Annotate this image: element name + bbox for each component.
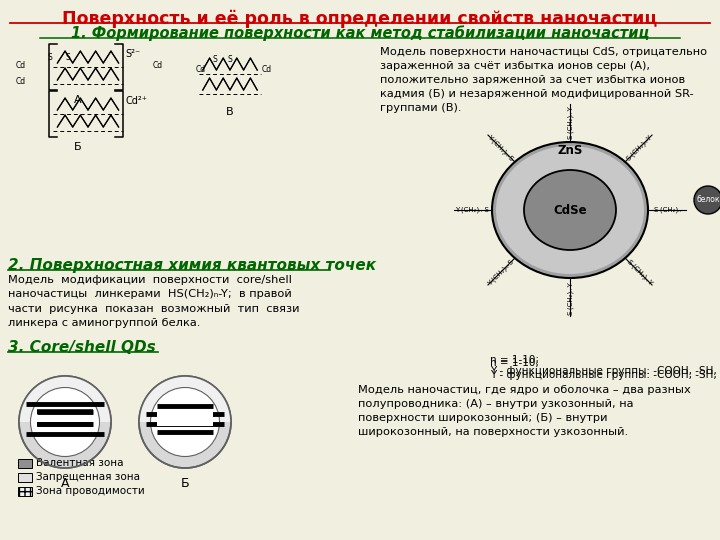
Text: S-(CH₂)ₙ-Y: S-(CH₂)ₙ-Y xyxy=(625,258,654,287)
Text: положительно заряженной за счет избытка ионов: положительно заряженной за счет избытка … xyxy=(380,75,685,85)
Text: Y - функциональные группы: -COOH, -SH, NH₂: Y - функциональные группы: -COOH, -SH, N… xyxy=(490,366,720,376)
Text: Валентная зона: Валентная зона xyxy=(36,458,124,469)
Text: кадмия (Б) и незаряженной модифицированной SR-: кадмия (Б) и незаряженной модифицированн… xyxy=(380,89,693,99)
Text: 1. Формирование поверхности как метод стабилизации наночастиц: 1. Формирование поверхности как метод ст… xyxy=(71,25,649,40)
Text: широкозонный, на поверхности узкозонный.: широкозонный, на поверхности узкозонный. xyxy=(358,427,628,437)
Text: Б: Б xyxy=(181,477,189,490)
Text: группами (В).: группами (В). xyxy=(380,103,462,113)
Bar xyxy=(18,473,32,482)
Text: Запрещенная зона: Запрещенная зона xyxy=(36,472,140,483)
Circle shape xyxy=(30,388,99,456)
Text: Cd: Cd xyxy=(16,60,26,70)
Text: Cd: Cd xyxy=(16,78,26,86)
Text: S: S xyxy=(228,56,233,64)
Ellipse shape xyxy=(524,170,616,250)
Text: Б: Б xyxy=(74,142,82,152)
Text: А: А xyxy=(74,95,82,105)
Text: белок: белок xyxy=(696,195,720,205)
Text: Модель  модификации  поверхности  core/shell
наночастицы  линкерами  HS(CH₂)ₙ-Y;: Модель модификации поверхности core/shel… xyxy=(8,275,300,328)
Circle shape xyxy=(139,376,231,468)
Text: В: В xyxy=(226,107,234,117)
Text: ZnS: ZnS xyxy=(557,144,582,157)
Text: полупроводника: (А) – внутри узкозонный, на: полупроводника: (А) – внутри узкозонный,… xyxy=(358,399,634,409)
Circle shape xyxy=(150,388,220,456)
Text: S-(CH₂)ₙ-Y: S-(CH₂)ₙ-Y xyxy=(567,105,573,139)
Text: Y-(CH₂)ₙ-S: Y-(CH₂)ₙ-S xyxy=(487,258,515,287)
Text: Cd: Cd xyxy=(262,64,272,73)
Bar xyxy=(37,414,93,422)
Text: Y-(CH₂)ₙ-S: Y-(CH₂)ₙ-S xyxy=(455,207,489,213)
Wedge shape xyxy=(19,376,111,422)
Text: зараженной за счёт избытка ионов серы (А),: зараженной за счёт избытка ионов серы (А… xyxy=(380,61,650,71)
Text: поверхности широкозонный; (Б) – внутри: поверхности широкозонный; (Б) – внутри xyxy=(358,413,608,423)
Text: S: S xyxy=(48,52,53,62)
Circle shape xyxy=(694,186,720,214)
Text: Поверхность и её роль в определении свойств наночастиц: Поверхность и её роль в определении свой… xyxy=(63,10,657,28)
Text: S: S xyxy=(212,56,217,64)
Text: Зона проводимости: Зона проводимости xyxy=(36,487,145,496)
Bar xyxy=(18,487,32,496)
Text: n = 1-10;: n = 1-10; xyxy=(490,358,539,368)
Text: Модель поверхности наночастицы CdS, отрицательно: Модель поверхности наночастицы CdS, отри… xyxy=(380,47,707,57)
Ellipse shape xyxy=(492,142,648,278)
Text: Y - функциональные группы: -COOH, -SH, NH₂: Y - функциональные группы: -COOH, -SH, N… xyxy=(490,370,720,380)
Text: S-(CH₂)ₙ: S-(CH₂)ₙ xyxy=(654,207,682,213)
Circle shape xyxy=(19,376,111,468)
Text: n = 1-10;: n = 1-10; xyxy=(490,355,539,365)
Text: S-(CH₂)ₙ-Y: S-(CH₂)ₙ-Y xyxy=(625,133,654,162)
Bar xyxy=(18,459,32,468)
Text: Cd: Cd xyxy=(196,64,206,73)
Text: S-(CH₂)ₙ-Y: S-(CH₂)ₙ-Y xyxy=(567,281,573,315)
Text: S²⁻: S²⁻ xyxy=(125,49,140,59)
Wedge shape xyxy=(139,376,231,422)
Text: 3. Core/shell QDs: 3. Core/shell QDs xyxy=(8,340,156,355)
Bar xyxy=(158,412,212,426)
Text: CdSe: CdSe xyxy=(553,204,587,217)
Text: Модель наночастиц, где ядро и оболочка – два разных: Модель наночастиц, где ядро и оболочка –… xyxy=(358,385,690,395)
Text: 2. Поверхностная химия квантовых точек: 2. Поверхностная химия квантовых точек xyxy=(8,258,376,273)
Text: Y-(CH₂)ₙ-S: Y-(CH₂)ₙ-S xyxy=(487,133,515,162)
Text: А: А xyxy=(60,477,69,490)
Ellipse shape xyxy=(496,146,644,274)
Text: Cd: Cd xyxy=(153,60,163,70)
Text: Cd²⁺: Cd²⁺ xyxy=(125,96,148,106)
Text: S: S xyxy=(66,52,71,62)
